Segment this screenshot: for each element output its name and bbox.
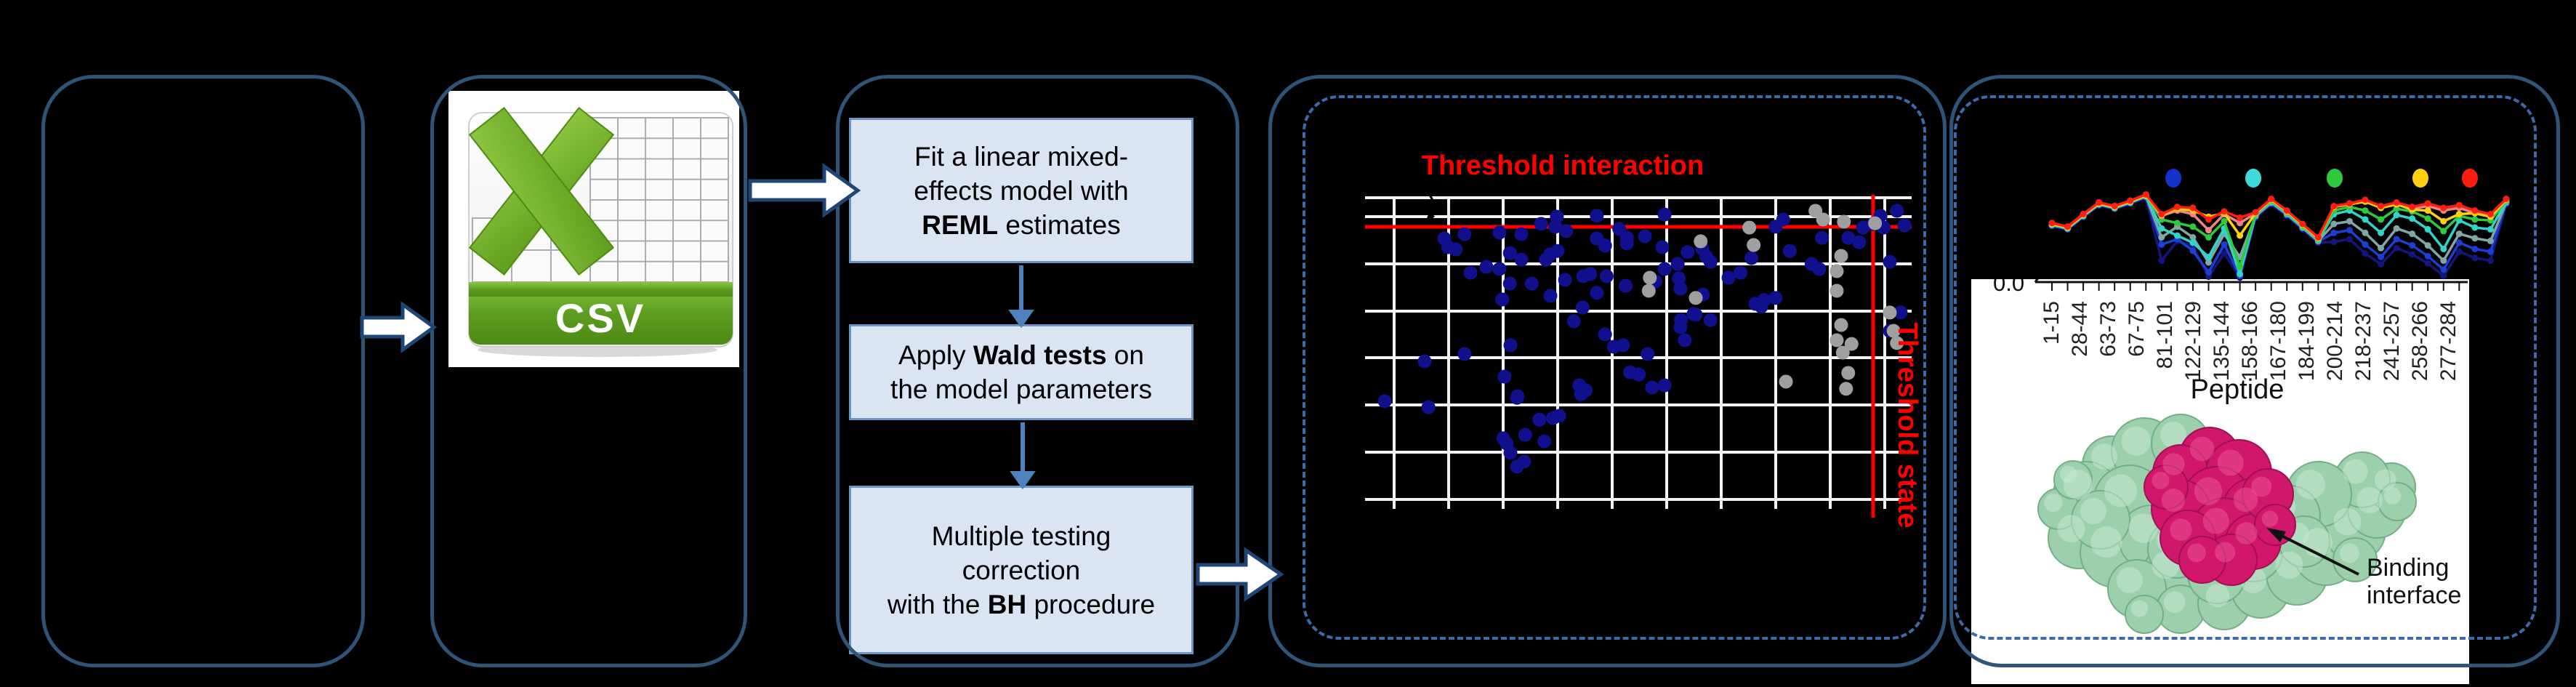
- x-axis-title: Peptide: [2191, 374, 2285, 405]
- uptake-axis-panel: Binding interface 0.0 1-15 28-44 63-73 67-7…: [1971, 279, 2469, 684]
- threshold-scatter-plot: Threshold interaction Threshold state: [1365, 150, 1923, 529]
- binding-interface-arrow: [2282, 535, 2359, 576]
- uptake-line-chart: [2048, 169, 2510, 281]
- chart-series: [2048, 190, 2510, 281]
- peptide-label: 63-73: [2096, 301, 2120, 357]
- arrow-right-icon: [748, 163, 861, 218]
- csv-banner: CSV: [469, 282, 733, 345]
- binding-interface-arrowhead-icon: [2266, 528, 2286, 542]
- peptide-label: 135-144: [2210, 301, 2234, 381]
- flow-step-text: the model parameters: [890, 374, 1152, 404]
- peptide-label: 167-180: [2266, 301, 2290, 381]
- arrow-down-icon: [1010, 471, 1036, 490]
- flow-step-text: Multiple testing: [931, 521, 1111, 551]
- binding-interface-label-2: interface: [2367, 582, 2461, 609]
- csv-label: CSV: [555, 295, 645, 341]
- threshold-state-label: Threshold state: [1892, 323, 1923, 529]
- flow-step-text: BH: [987, 589, 1027, 619]
- threshold-interaction-label: Threshold interaction: [1422, 150, 1704, 181]
- legend-dot-icon: [2327, 169, 2343, 188]
- x-axis-ticks: [2051, 282, 2460, 291]
- csv-file-icon: CSV: [448, 91, 739, 367]
- peptide-label: 158-166: [2238, 301, 2262, 381]
- legend-dot-icon: [2462, 169, 2478, 188]
- peptide-label: 258-266: [2408, 301, 2432, 381]
- peptide-label: 218-237: [2351, 301, 2375, 381]
- excel-x-icon: [468, 106, 615, 276]
- flow-connectors: [1008, 265, 1036, 490]
- arrow-right-icon: [1196, 547, 1284, 602]
- peptide-label: 200-214: [2323, 301, 2347, 381]
- flow-step-fit-model: Fit a linear mixed-effects model with REM…: [849, 118, 1194, 263]
- flow-step-text: procedure: [1026, 589, 1156, 619]
- legend-dot-icon: [2165, 169, 2181, 188]
- peptide-label: 241-257: [2380, 301, 2404, 381]
- flow-step-text: on: [1106, 340, 1144, 370]
- flow-step-bh-correction: Multiple testing correction with the BH pr…: [849, 486, 1194, 654]
- flow-step-text: estimates: [998, 209, 1121, 240]
- flow-step-text: effects model with: [914, 175, 1129, 206]
- flow-step-text: REML: [922, 209, 999, 240]
- legend-dot-icon: [2412, 169, 2428, 188]
- peptide-label: 28-44: [2068, 301, 2092, 357]
- y-axis-tick-label: 0.0: [1993, 279, 2024, 296]
- annotation-arrowhead-icon: [1425, 211, 1435, 224]
- flow-step-text: Fit a linear mixed-: [914, 141, 1129, 172]
- peptide-label: 277-284: [2436, 301, 2460, 381]
- flow-step-text: correction: [962, 555, 1081, 585]
- protein-structure: [2037, 414, 2417, 634]
- x-axis-tick-labels: 1-15 28-44 63-73 67-75 81-101 122-129 135-144 1…: [2040, 301, 2460, 381]
- peptide-label: 122-129: [2181, 301, 2205, 381]
- chart-legend: [2165, 169, 2478, 188]
- flow-step-text: Apply: [898, 340, 973, 370]
- binding-interface-label-1: Binding: [2367, 554, 2449, 582]
- peptide-label: 67-75: [2125, 301, 2149, 357]
- flow-step-wald-tests: Apply Wald tests on the model parameters: [849, 324, 1194, 420]
- arrow-down-icon: [1008, 310, 1034, 329]
- scatter-points: [1377, 204, 1912, 474]
- peptide-label: 81-101: [2153, 301, 2177, 369]
- peptide-label: 1-15: [2040, 301, 2064, 345]
- peptide-label: 184-199: [2295, 301, 2319, 381]
- legend-dot-icon: [2245, 169, 2261, 188]
- flow-step-text: Wald tests: [973, 340, 1107, 370]
- arrow-right-icon: [360, 301, 438, 353]
- flow-step-text: with the: [887, 589, 988, 619]
